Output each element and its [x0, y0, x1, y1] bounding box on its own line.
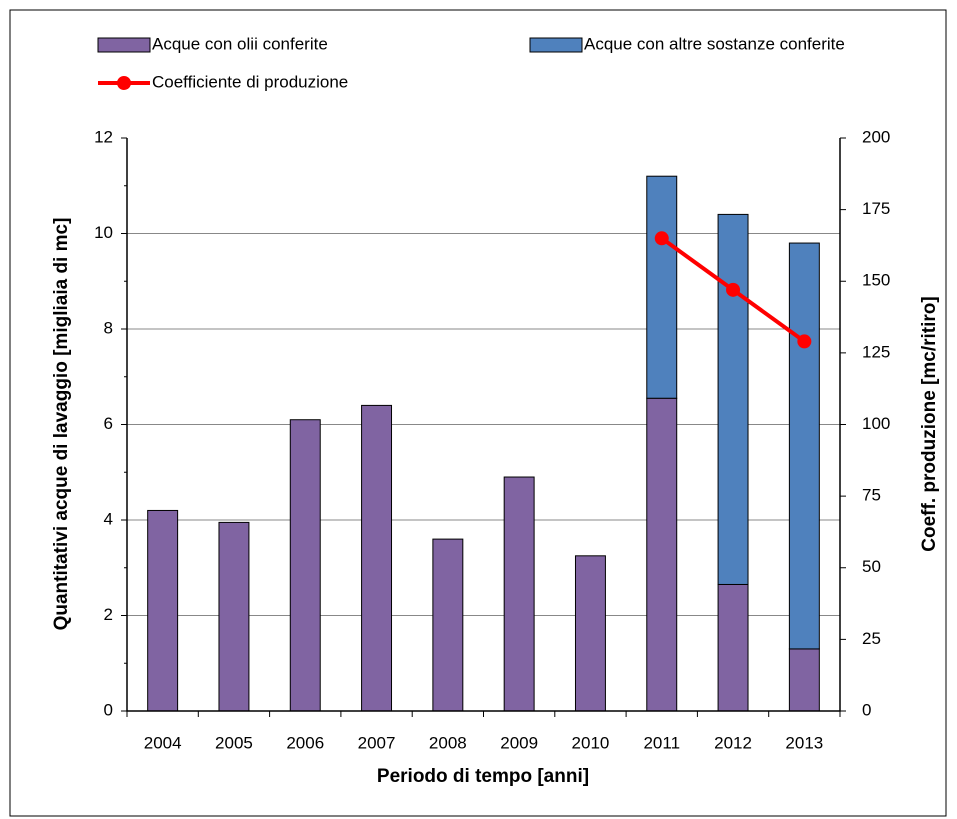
x-tick-label: 2004	[144, 733, 182, 752]
y2-tick-label: 25	[862, 629, 881, 648]
bar	[717, 213, 749, 585]
bar	[717, 583, 749, 712]
legend-label: Acque con olii conferite	[152, 34, 328, 53]
bar	[646, 175, 678, 399]
x-tick-label: 2009	[500, 733, 538, 752]
bar	[503, 476, 535, 712]
bar	[646, 397, 678, 712]
legend-label: Acque con altre sostanze conferite	[584, 34, 845, 53]
bar	[432, 538, 464, 712]
line-marker	[726, 282, 741, 297]
bar	[574, 555, 606, 712]
legend-swatch	[97, 37, 151, 53]
y2-tick-label: 125	[862, 342, 890, 361]
bar	[788, 648, 820, 712]
line-marker	[797, 334, 812, 349]
y2-tick-label: 175	[862, 199, 890, 218]
x-tick-label: 2013	[785, 733, 823, 752]
y-tick-label: 12	[94, 127, 113, 146]
y-tick-label: 0	[104, 700, 113, 719]
y2-tick-label: 150	[862, 271, 890, 290]
legend-swatch	[529, 37, 583, 53]
x-tick-label: 2008	[429, 733, 467, 752]
x-tick-label: 2005	[215, 733, 253, 752]
y-axis-title: Quantitativi acque di lavaggio [migliaia…	[51, 218, 72, 631]
y2-axis-title: Coeff. produzione [mc/ritiro]	[919, 296, 940, 551]
bar	[289, 419, 321, 712]
line-marker	[654, 231, 669, 246]
y2-tick-label: 75	[862, 486, 881, 505]
legend-label: Coefficiente di produzione	[152, 72, 348, 91]
bar	[218, 521, 250, 712]
x-tick-label: 2010	[572, 733, 610, 752]
legend-marker	[117, 76, 131, 90]
y2-tick-label: 200	[862, 127, 890, 146]
y-tick-label: 2	[104, 605, 113, 624]
x-axis-title: Periodo di tempo [anni]	[377, 766, 589, 787]
x-tick-label: 2012	[714, 733, 752, 752]
bar	[361, 404, 393, 712]
y2-tick-label: 50	[862, 557, 881, 576]
y2-tick-label: 0	[862, 700, 871, 719]
y-tick-label: 10	[94, 223, 113, 242]
y-tick-label: 6	[104, 414, 113, 433]
bar	[147, 509, 179, 712]
y-tick-label: 4	[104, 509, 113, 528]
bar	[788, 242, 820, 650]
x-tick-label: 2007	[358, 733, 396, 752]
y2-tick-label: 100	[862, 414, 890, 433]
x-tick-label: 2006	[286, 733, 324, 752]
x-tick-label: 2011	[643, 733, 680, 752]
y-tick-label: 8	[104, 318, 113, 337]
